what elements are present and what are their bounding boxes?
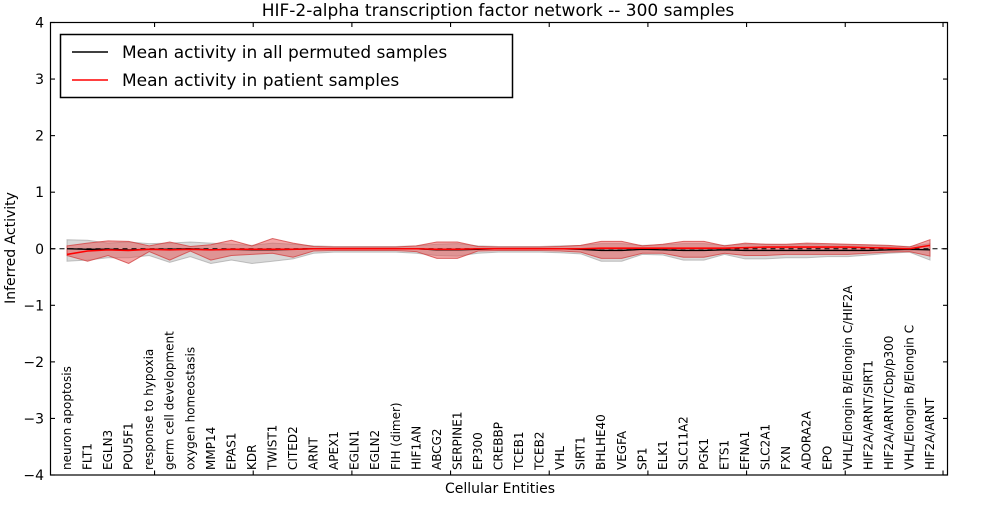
x-tick-label: SERPINE1: [450, 411, 464, 470]
x-tick-label: APEX1: [327, 431, 341, 470]
x-tick-label: HIF2A/ARNT/SIRT1: [861, 360, 875, 470]
x-tick-label: PGK1: [697, 438, 711, 470]
x-tick-label: EPAS1: [224, 432, 238, 470]
x-tick-label: ADORA2A: [800, 410, 814, 470]
x-tick-label: MMP14: [204, 427, 218, 470]
x-tick-label: EGLN3: [101, 430, 115, 470]
x-tick-label: VHL: [553, 446, 567, 470]
legend-label-patient-samples: Mean activity in patient samples: [122, 71, 399, 91]
x-tick-label: oxygen homeostasis: [183, 347, 197, 470]
x-tick-label: FLT1: [81, 443, 95, 470]
x-tick-label: SLC11A2: [676, 416, 690, 470]
x-tick-label: TCEB1: [512, 432, 526, 471]
y-tick-label: 0: [35, 242, 44, 258]
x-tick-label: EGLN1: [348, 430, 362, 470]
x-tick-label: ETS1: [718, 440, 732, 470]
x-axis-label: Cellular Entities: [445, 481, 555, 497]
x-tick-label: VHL/Elongin B/Elongin C: [902, 325, 916, 470]
x-tick-label: BHLHE40: [594, 414, 608, 470]
y-tick-label: −2: [23, 355, 44, 371]
legend: Mean activity in all permuted samples Me…: [59, 33, 514, 99]
mean-line-patient: [66, 244, 931, 256]
y-axis-label: Inferred Activity: [3, 192, 19, 304]
x-tick-label: ELK1: [656, 440, 670, 470]
x-tick-label: VEGFA: [615, 430, 629, 470]
x-tick-label: SLC2A1: [759, 424, 773, 470]
axis-ticks: [50, 21, 948, 476]
y-tick-label: 4: [35, 16, 44, 32]
x-tick-label: EGLN2: [368, 430, 382, 470]
x-tick-label: TWIST1: [265, 425, 279, 471]
chart-title: HIF-2-alpha transcription factor network…: [262, 1, 735, 21]
x-tick-label: neuron apoptosis: [60, 366, 74, 470]
x-tick-label: ABCG2: [430, 428, 444, 470]
x-tick-label: response to hypoxia: [142, 349, 156, 470]
y-tick-label: 3: [35, 72, 44, 88]
x-tick-label: EP300: [471, 432, 485, 470]
band-patient: [66, 238, 931, 265]
x-tick-label: POU5F1: [122, 422, 136, 470]
x-tick-label: germ cell development: [163, 331, 177, 470]
confidence-bands: [66, 238, 931, 265]
mean-activity-lines: [50, 244, 948, 256]
y-tick-label: 1: [35, 185, 44, 201]
x-tick-label: KDR: [245, 445, 259, 470]
y-tick-labels: 4 3 2 1 0 −1 −2 −3 −4: [23, 16, 44, 485]
x-tick-labels: neuron apoptosis FLT1 EGLN3 POU5F1 response …: [60, 285, 937, 471]
y-tick-label: 2: [35, 129, 44, 145]
y-tick-label: −1: [23, 298, 44, 314]
x-tick-label: EFNA1: [738, 431, 752, 470]
legend-box: [59, 33, 514, 99]
x-tick-label: ARNT: [307, 436, 321, 470]
y-tick-label: −3: [23, 411, 44, 427]
y-tick-label: −4: [23, 468, 44, 484]
x-tick-label: HIF2A/ARNT/Cbp/p300: [882, 336, 896, 470]
x-tick-label: HIF2A/ARNT: [923, 397, 937, 470]
x-tick-label: CREBBP: [492, 422, 506, 470]
x-tick-label: EPO: [820, 446, 834, 470]
x-tick-label: FIH (dimer): [389, 402, 403, 470]
x-tick-label: SP1: [635, 448, 649, 471]
x-tick-label: VHL/Elongin B/Elongin C/HIF2A: [841, 285, 855, 470]
x-tick-label: TCEB2: [533, 432, 547, 471]
x-tick-label: FXN: [779, 446, 793, 470]
x-tick-label: SIRT1: [574, 436, 588, 470]
legend-label-permuted-samples: Mean activity in all permuted samples: [122, 43, 447, 63]
x-tick-label: HIF1AN: [409, 426, 423, 470]
x-tick-label: CITED2: [286, 426, 300, 470]
